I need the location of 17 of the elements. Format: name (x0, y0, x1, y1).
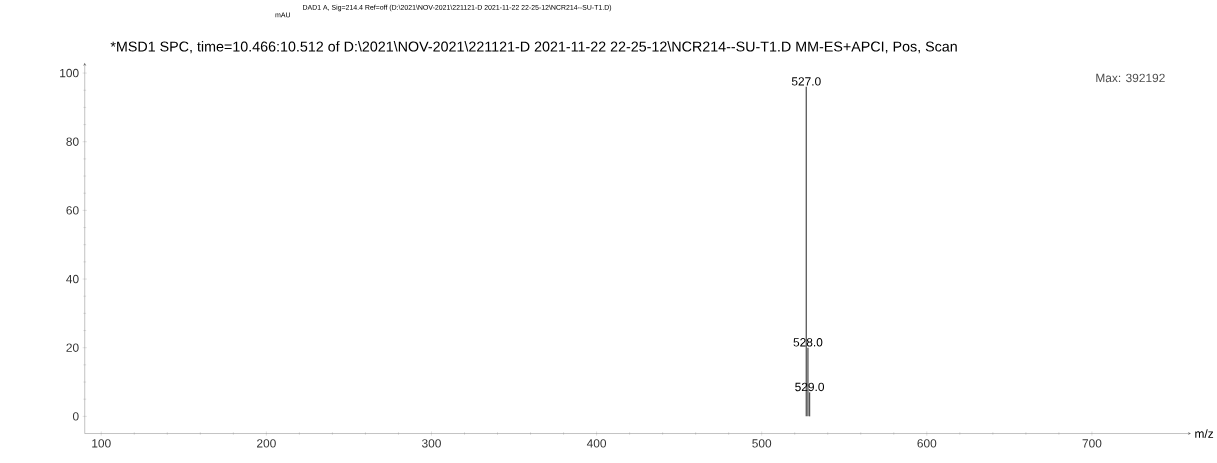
annotation: Max: 392192 (1096, 73, 1165, 82)
y-tick-label: 60 (66, 205, 79, 215)
x-tick-label: 600 (917, 438, 937, 448)
x-axis-title: m/z (1195, 428, 1214, 438)
y-tick-label: 40 (66, 274, 79, 284)
y-tick-label: 20 (66, 343, 79, 352)
x-tick-label: 300 (421, 438, 441, 448)
x-tick-label: 100 (92, 438, 111, 448)
x-tick-label: 200 (257, 438, 276, 448)
y-tick-label: 100 (60, 68, 79, 78)
y-tick-label: 0 (72, 411, 79, 421)
y-tick-label: 80 (66, 137, 79, 146)
x-tick-label: 700 (1082, 438, 1102, 448)
chart-title: *MSD1 SPC, time=10.466:10.512 of D:\2021\NOV-2021\221121-D 2021-11-22 22-25-12\NCR214--SU-T1.D MM-ES+APCI, Pos, Scan (110, 40, 957, 54)
x-tick-label: 500 (752, 438, 772, 448)
annotation: 527.0 (791, 76, 821, 86)
x-tick-label: 400 (586, 438, 607, 448)
